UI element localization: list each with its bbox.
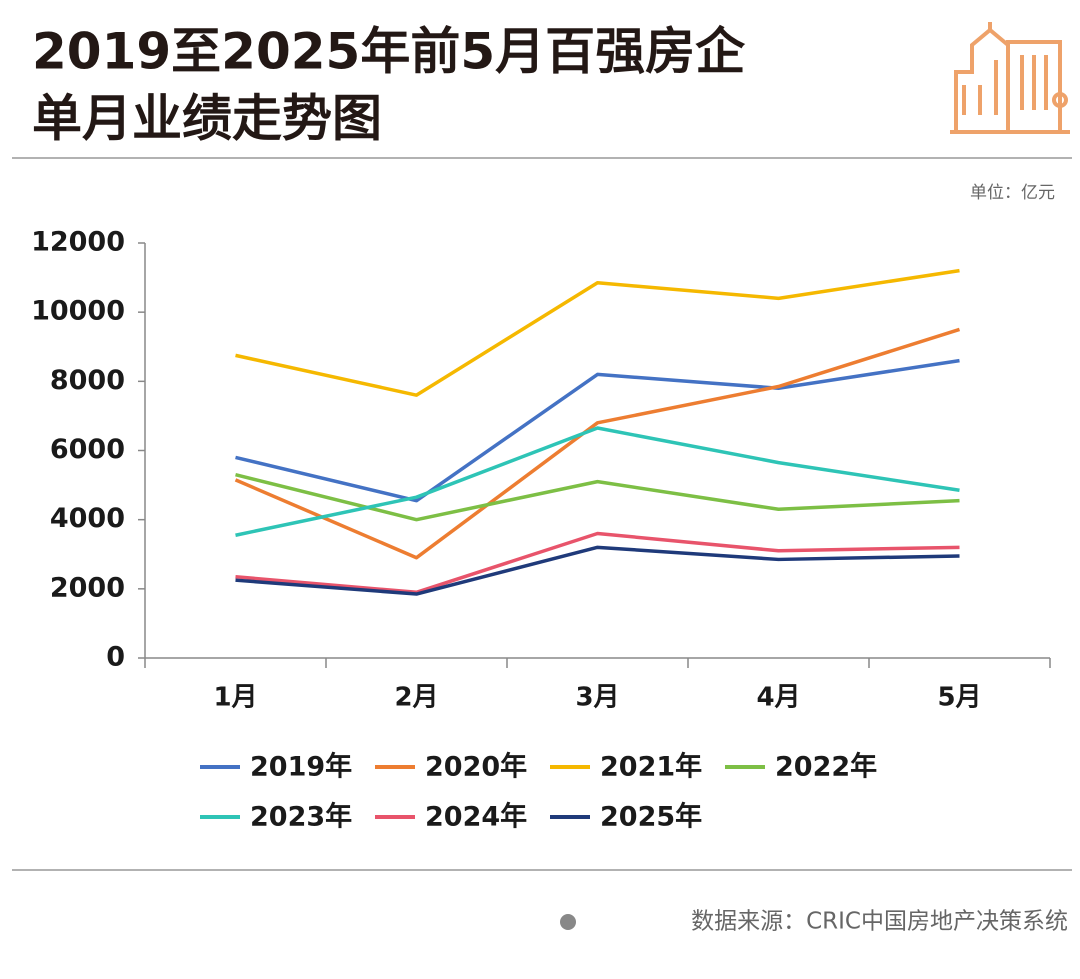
y-tick-label: 6000 [50, 434, 125, 465]
x-tick-label: 4月 [756, 683, 800, 713]
series-line [235, 426, 960, 537]
x-tick-label: 5月 [937, 683, 981, 713]
series-line [235, 268, 960, 397]
chart-title: 2019至2025年前5月百强房企 [32, 23, 746, 81]
y-tick-label: 10000 [31, 296, 125, 327]
series-line [235, 531, 960, 595]
x-tick-label: 3月 [575, 683, 619, 713]
building-icon [950, 22, 1070, 134]
series-line [235, 358, 960, 503]
y-tick-label: 8000 [50, 365, 125, 396]
y-tick-label: 12000 [31, 227, 125, 258]
source: 数据来源：CRIC中国房地产决策系统 [691, 909, 1068, 935]
legend-label: 2022年 [775, 751, 877, 783]
y-tick-label: 0 [106, 642, 125, 673]
series-line [235, 473, 960, 522]
legend-label: 2020年 [425, 751, 527, 783]
series-line [234, 327, 961, 560]
legend-label: 2024年 [425, 801, 527, 833]
x-tick-label: 2月 [394, 683, 438, 713]
legend-label: 2019年 [250, 751, 352, 783]
legend-label: 2025年 [600, 801, 702, 833]
legend-label: 2021年 [600, 751, 702, 783]
x-tick-label: 1月 [213, 683, 257, 713]
y-tick-label: 2000 [50, 572, 125, 603]
legend-label: 2023年 [250, 801, 352, 833]
source-dot [560, 914, 576, 930]
series-line [235, 545, 960, 596]
unit-label: 单位：亿元 [970, 183, 1055, 203]
chart-title: 单月业绩走势图 [32, 90, 382, 148]
y-tick-label: 4000 [50, 503, 125, 534]
